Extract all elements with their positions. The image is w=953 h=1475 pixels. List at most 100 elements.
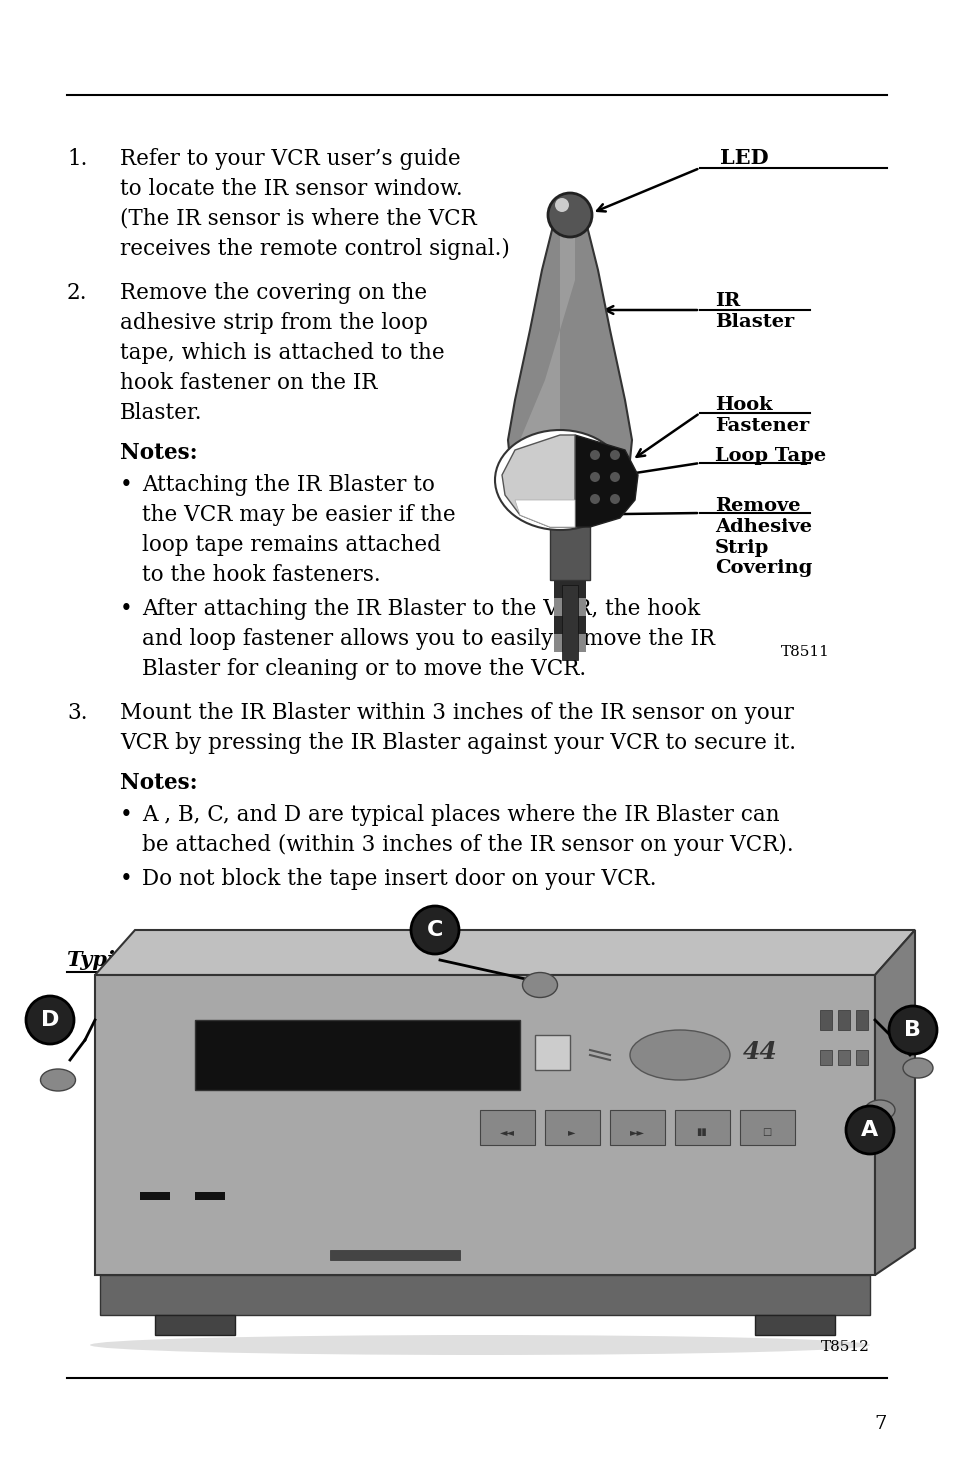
Bar bbox=[675, 1111, 729, 1145]
Polygon shape bbox=[501, 435, 575, 527]
Bar bbox=[544, 1111, 599, 1145]
Text: 7: 7 bbox=[874, 1415, 886, 1434]
Text: tape, which is attached to the: tape, which is attached to the bbox=[120, 342, 444, 364]
Text: IR
Blaster: IR Blaster bbox=[714, 292, 794, 330]
Text: T8511: T8511 bbox=[781, 645, 829, 659]
Circle shape bbox=[589, 494, 599, 504]
Text: Attaching the IR Blaster to: Attaching the IR Blaster to bbox=[142, 473, 435, 496]
Circle shape bbox=[609, 494, 619, 504]
Bar bbox=[561, 586, 578, 659]
Text: Loop Tape: Loop Tape bbox=[714, 447, 825, 465]
Circle shape bbox=[589, 472, 599, 482]
Circle shape bbox=[609, 450, 619, 460]
Text: ▮▮: ▮▮ bbox=[696, 1127, 706, 1137]
Bar bbox=[535, 1035, 569, 1069]
Ellipse shape bbox=[629, 1030, 729, 1080]
Bar bbox=[855, 1010, 867, 1030]
Bar bbox=[550, 504, 589, 580]
Bar bbox=[554, 617, 585, 634]
Text: the VCR may be easier if the: the VCR may be easier if the bbox=[142, 504, 456, 527]
Bar bbox=[754, 1316, 834, 1335]
Ellipse shape bbox=[864, 1100, 894, 1120]
Text: loop tape remains attached: loop tape remains attached bbox=[142, 534, 440, 556]
Text: and loop fastener allows you to easily remove the IR: and loop fastener allows you to easily r… bbox=[142, 628, 714, 650]
Text: Typical VCR: Typical VCR bbox=[67, 950, 206, 971]
Bar bbox=[479, 1111, 535, 1145]
Text: ►: ► bbox=[568, 1127, 576, 1137]
Text: (The IR sensor is where the VCR: (The IR sensor is where the VCR bbox=[120, 208, 476, 230]
Ellipse shape bbox=[522, 972, 557, 997]
Text: Hook
Fastener: Hook Fastener bbox=[714, 395, 808, 435]
Ellipse shape bbox=[902, 1058, 932, 1078]
Text: Blaster.: Blaster. bbox=[120, 403, 202, 423]
Text: 2.: 2. bbox=[67, 282, 88, 304]
Bar bbox=[609, 1111, 664, 1145]
Circle shape bbox=[411, 906, 458, 954]
Text: C: C bbox=[426, 920, 443, 940]
Text: Notes:: Notes: bbox=[120, 771, 197, 794]
Circle shape bbox=[609, 472, 619, 482]
Text: B: B bbox=[903, 1021, 921, 1040]
Text: ►►: ►► bbox=[629, 1127, 644, 1137]
Text: 1.: 1. bbox=[67, 148, 88, 170]
Polygon shape bbox=[95, 931, 914, 975]
Bar bbox=[554, 580, 585, 597]
Polygon shape bbox=[575, 435, 638, 527]
Ellipse shape bbox=[40, 1069, 75, 1092]
Polygon shape bbox=[515, 500, 575, 527]
Text: D: D bbox=[41, 1010, 59, 1030]
Circle shape bbox=[888, 1006, 936, 1055]
Text: A: A bbox=[861, 1120, 878, 1140]
Bar bbox=[820, 1050, 831, 1065]
Bar bbox=[820, 1010, 831, 1030]
Polygon shape bbox=[874, 931, 914, 1274]
Ellipse shape bbox=[555, 198, 568, 212]
Bar bbox=[330, 1249, 459, 1260]
Bar bbox=[855, 1050, 867, 1065]
Text: LED: LED bbox=[720, 148, 768, 168]
Text: Notes:: Notes: bbox=[120, 442, 197, 465]
Polygon shape bbox=[507, 209, 631, 504]
Text: •: • bbox=[120, 473, 132, 496]
Text: Do not block the tape insert door on your VCR.: Do not block the tape insert door on you… bbox=[142, 867, 656, 889]
Bar bbox=[140, 1192, 170, 1201]
Bar bbox=[837, 1050, 849, 1065]
Text: Refer to your VCR user’s guide: Refer to your VCR user’s guide bbox=[120, 148, 460, 170]
Bar bbox=[554, 634, 585, 652]
Text: Mount the IR Blaster within 3 inches of the IR sensor on your: Mount the IR Blaster within 3 inches of … bbox=[120, 702, 793, 724]
Bar bbox=[194, 1021, 519, 1090]
Bar bbox=[154, 1316, 234, 1335]
Text: ◄◄: ◄◄ bbox=[499, 1127, 514, 1137]
Text: A , B, C, and D are typical places where the IR Blaster can: A , B, C, and D are typical places where… bbox=[142, 804, 779, 826]
Bar bbox=[194, 1192, 225, 1201]
Polygon shape bbox=[515, 215, 575, 504]
Circle shape bbox=[845, 1106, 893, 1153]
Text: hook fastener on the IR: hook fastener on the IR bbox=[120, 372, 377, 394]
Text: •: • bbox=[120, 867, 132, 889]
Text: receives the remote control signal.): receives the remote control signal.) bbox=[120, 237, 509, 260]
Bar bbox=[740, 1111, 794, 1145]
Bar bbox=[100, 1274, 869, 1316]
Text: •: • bbox=[120, 804, 132, 826]
Text: adhesive strip from the loop: adhesive strip from the loop bbox=[120, 313, 428, 333]
Text: Remove the covering on the: Remove the covering on the bbox=[120, 282, 427, 304]
Ellipse shape bbox=[547, 193, 592, 237]
Bar bbox=[554, 597, 585, 617]
Text: □: □ bbox=[761, 1127, 771, 1137]
Circle shape bbox=[26, 996, 74, 1044]
Text: VCR by pressing the IR Blaster against your VCR to secure it.: VCR by pressing the IR Blaster against y… bbox=[120, 732, 795, 754]
Text: T8512: T8512 bbox=[821, 1339, 869, 1354]
Bar bbox=[837, 1010, 849, 1030]
Text: to the hook fasteners.: to the hook fasteners. bbox=[142, 563, 380, 586]
Ellipse shape bbox=[495, 431, 624, 530]
Ellipse shape bbox=[90, 1335, 869, 1356]
Text: 3.: 3. bbox=[67, 702, 88, 724]
Text: 44: 44 bbox=[741, 1040, 777, 1063]
Bar bbox=[95, 975, 874, 1274]
Text: After attaching the IR Blaster to the VCR, the hook: After attaching the IR Blaster to the VC… bbox=[142, 597, 700, 619]
Circle shape bbox=[589, 450, 599, 460]
Text: Remove
Adhesive
Strip
Covering: Remove Adhesive Strip Covering bbox=[714, 497, 812, 577]
Text: Blaster for cleaning or to move the VCR.: Blaster for cleaning or to move the VCR. bbox=[142, 658, 585, 680]
Text: •: • bbox=[120, 597, 132, 619]
Text: to locate the IR sensor window.: to locate the IR sensor window. bbox=[120, 178, 462, 201]
